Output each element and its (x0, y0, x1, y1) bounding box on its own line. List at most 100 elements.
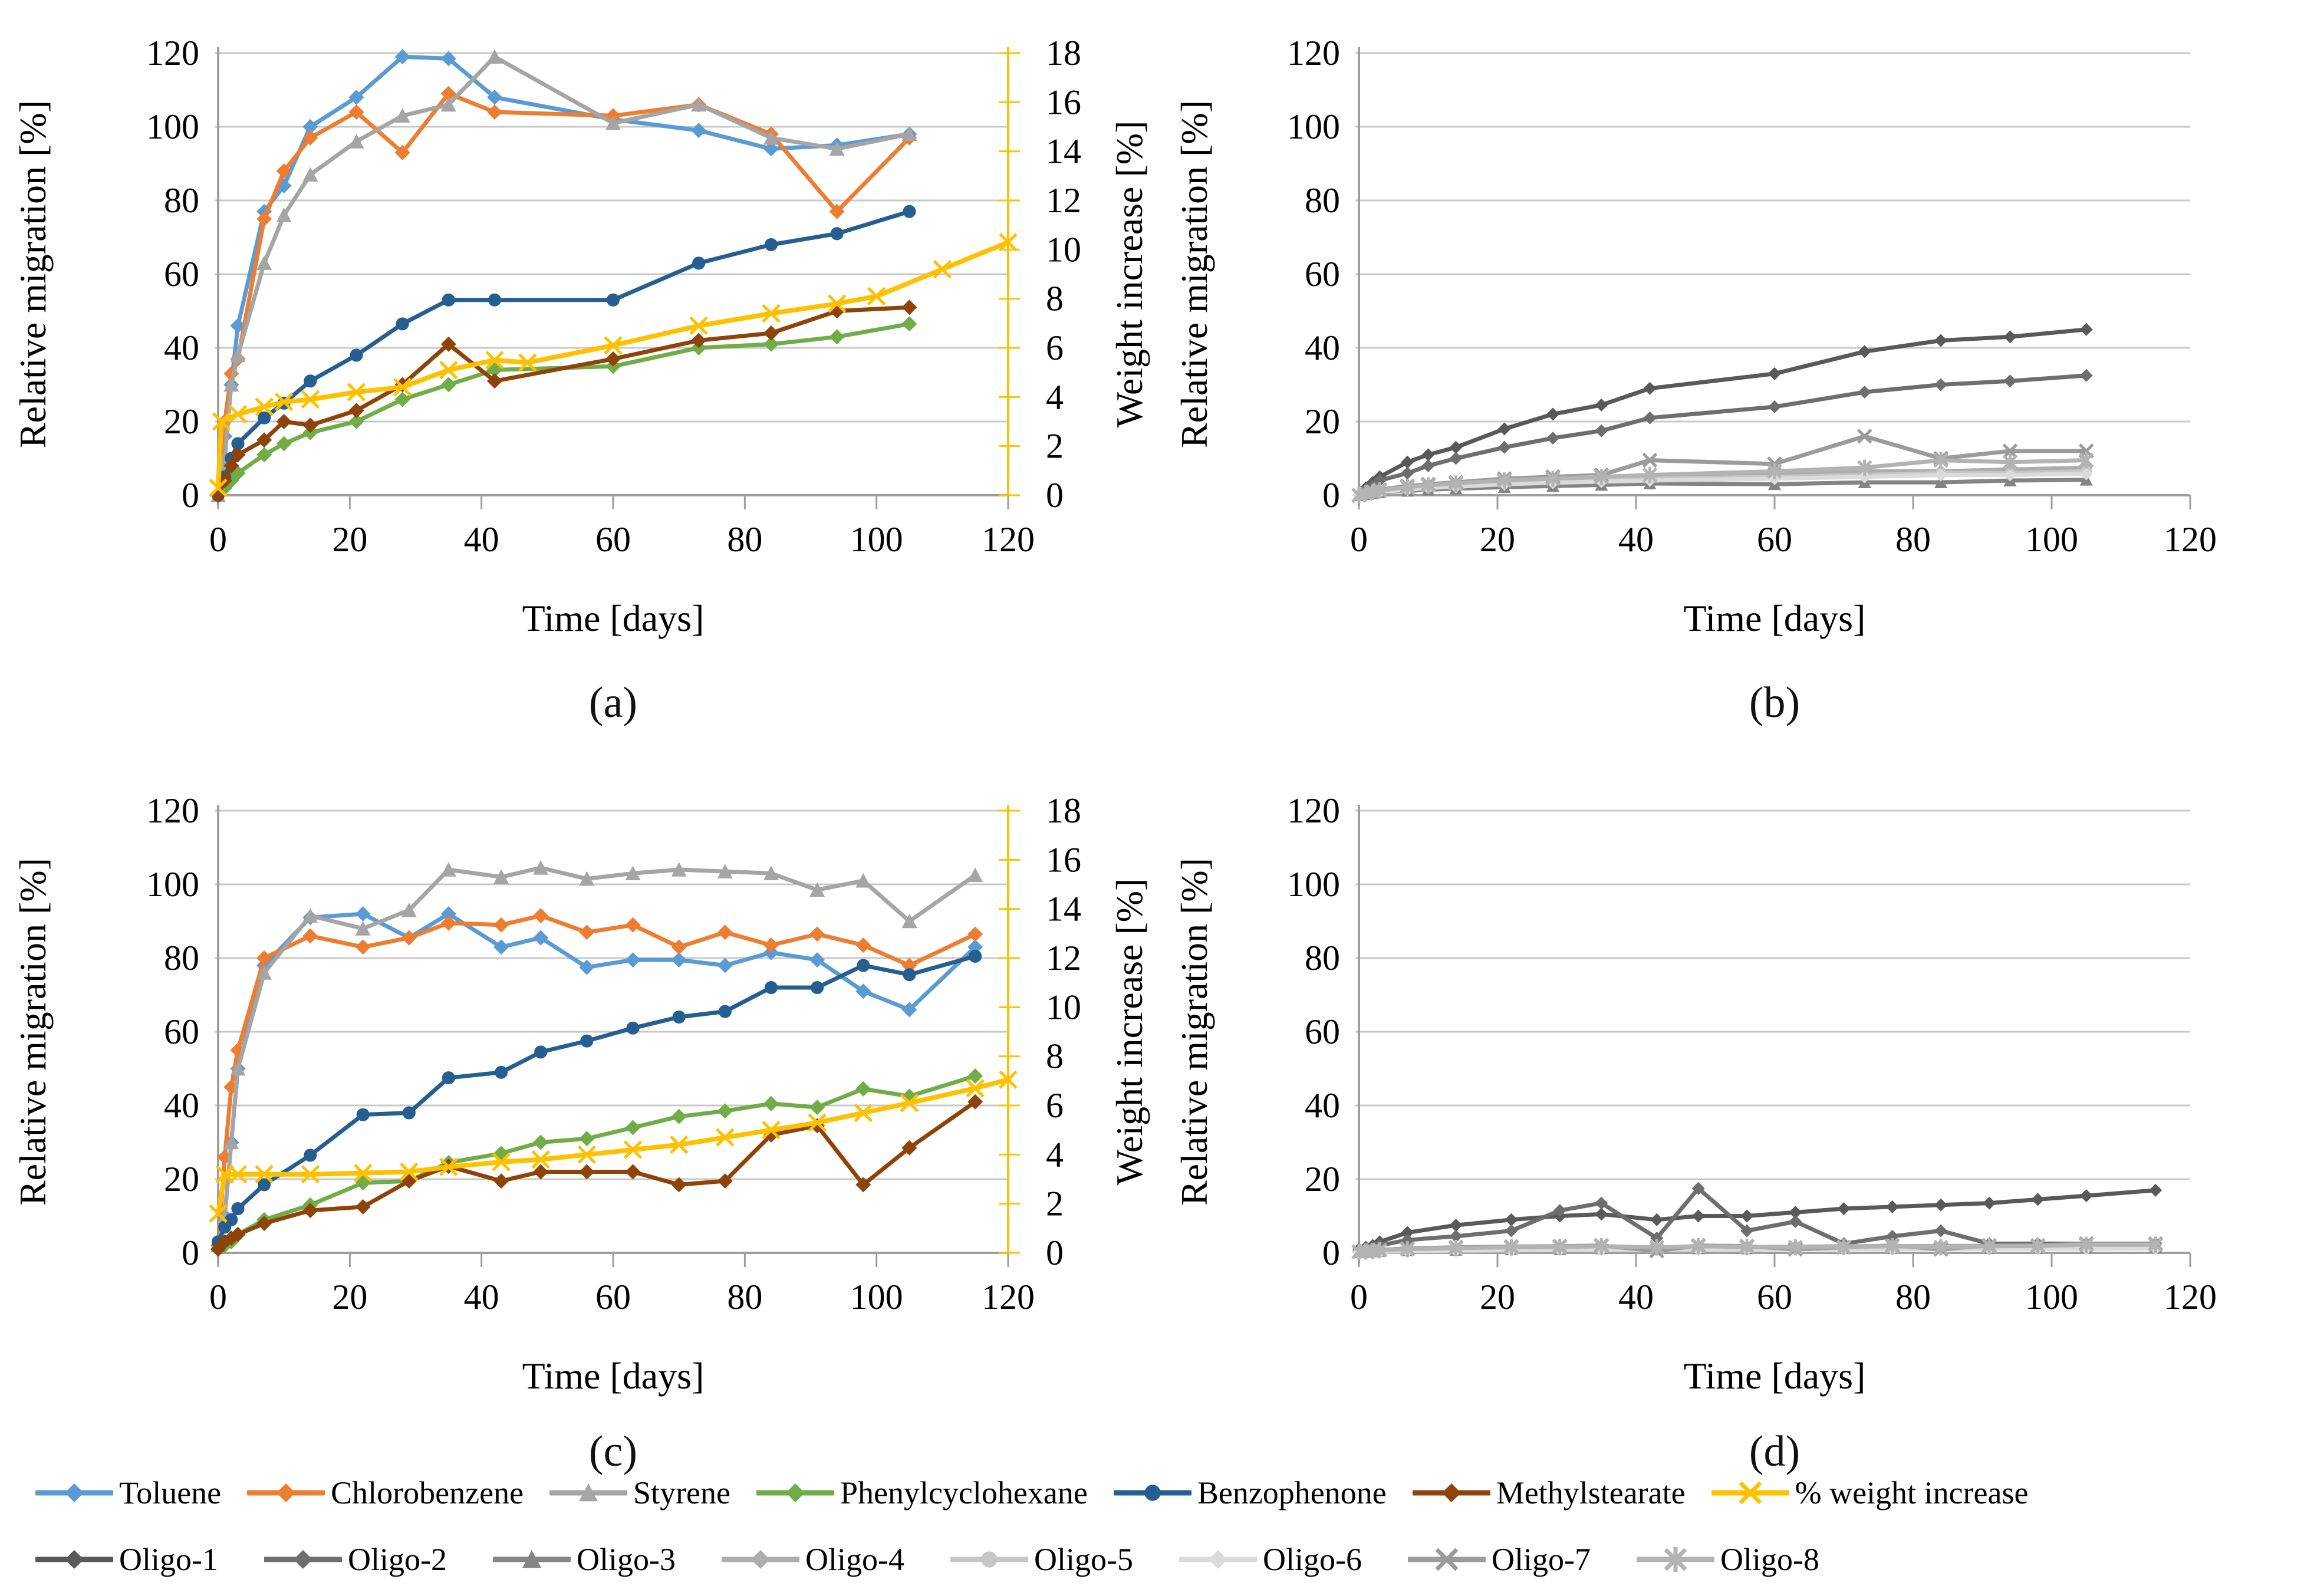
series-chlorobenzene (210, 908, 983, 1253)
legend-item-label: Oligo-7 (1492, 1542, 1591, 1577)
legend-item-oligo-5: Oligo-5 (950, 1544, 1133, 1575)
x-tick-label: 120 (982, 1278, 1035, 1317)
right-tick-label: 6 (1046, 328, 1064, 367)
x-tick-label: 20 (1480, 1278, 1515, 1317)
right-y-axis-title: Weight increase [%] (1108, 878, 1150, 1186)
legend-marker-icon (1408, 1548, 1486, 1571)
y-tick-label: 120 (1287, 34, 1340, 73)
legend-marker-icon (950, 1551, 1028, 1568)
y-tick-label: 80 (164, 939, 199, 978)
x-tick-label: 0 (1350, 1278, 1368, 1317)
legend-marker-icon (1412, 1483, 1490, 1502)
series-styrene (210, 49, 917, 502)
legend-item-styrene: Styrene (549, 1477, 730, 1509)
y-tick-label: 40 (164, 1086, 199, 1125)
legend-item-oligo-4: Oligo-4 (722, 1544, 904, 1575)
series-methylstearate (210, 300, 917, 503)
y-tick-label: 40 (1305, 1086, 1340, 1125)
right-tick-label: 12 (1046, 939, 1081, 978)
x-axis-title: Time [days] (522, 1355, 705, 1397)
legend-row-oligomers: Oligo-1 Oligo-2 Oligo-3 Oligo-4 Oligo-5 Oligo… (35, 1544, 1819, 1575)
legend-item-label: Oligo-6 (1263, 1542, 1362, 1577)
right-y-axis-title: Weight increase [%] (1108, 121, 1150, 428)
y-tick-label: 120 (146, 791, 199, 830)
x-tick-label: 40 (464, 1278, 499, 1317)
y-tick-label: 20 (164, 402, 199, 441)
legend-marker-icon (264, 1550, 342, 1569)
legend-marker-icon (1711, 1481, 1789, 1505)
series-oligo-8 (1351, 1236, 2164, 1260)
y-tick-label: 100 (146, 865, 199, 904)
chart-c-canvas: 0 20 40 60 80 100 120 0 20 40 60 80 100 120 0 2 4 6 8 10 12 1… (12, 791, 1150, 1397)
x-tick-label: 80 (1895, 520, 1931, 559)
y-tick-label: 80 (1305, 181, 1340, 220)
chart-a-canvas: 0 20 40 60 80 100 120 0 20 40 60 80 100 120 0 2 4 6 8 10 12 1… (12, 34, 1150, 639)
y-tick-label: 40 (164, 328, 199, 367)
legend-item-oligo-1: Oligo-1 (35, 1544, 218, 1575)
series-toluene (210, 49, 917, 503)
panel-label-d: (d) (1749, 1427, 1800, 1476)
x-tick-label: 80 (1895, 1278, 1931, 1317)
legend-item-oligo-8: Oligo-8 (1637, 1544, 1819, 1575)
y-tick-label: 80 (1305, 939, 1340, 978)
y-tick-label: 60 (164, 1012, 199, 1051)
x-tick-label: 120 (982, 520, 1035, 559)
chart-panel-a: 0 20 40 60 80 100 120 0 20 40 60 80 100 120 0 2 4 6 8 10 12 1… (9, 3, 1164, 672)
legend-item-oligo-7: Oligo-7 (1408, 1544, 1591, 1575)
right-tick-label: 8 (1046, 1037, 1064, 1076)
legend-item-label: Methylstearate (1496, 1475, 1686, 1511)
right-tick-label: 14 (1046, 132, 1081, 171)
x-axis-title: Time [days] (1684, 597, 1866, 639)
legend-row-compounds: Toluene Chlorobenzene Styrene Phenylcyclohe… (35, 1477, 2028, 1509)
y-tick-label: 80 (164, 181, 199, 220)
legend-item-oligo-6: Oligo-6 (1179, 1544, 1362, 1575)
right-tick-label: 16 (1046, 83, 1081, 121)
right-tick-label: 8 (1046, 279, 1064, 318)
legend-item-label: % weight increase (1795, 1475, 2029, 1511)
x-tick-label: 0 (209, 520, 227, 559)
legend-item-benzophenone: Benzophenone (1113, 1477, 1387, 1509)
x-tick-label: 40 (1618, 520, 1654, 559)
x-tick-label: 0 (1350, 520, 1368, 559)
legend-marker-icon (493, 1550, 571, 1568)
right-tick-label: 4 (1046, 1135, 1064, 1174)
legend-marker-icon (35, 1483, 113, 1502)
x-tick-label: 60 (1757, 1278, 1792, 1317)
right-tick-label: 2 (1046, 427, 1064, 466)
right-tick-label: 10 (1046, 988, 1081, 1026)
legend-marker-icon (1113, 1485, 1191, 1501)
y-tick-label: 60 (1305, 1012, 1340, 1051)
panel-label-a: (a) (588, 679, 638, 727)
chart-panel-c: 0 20 40 60 80 100 120 0 20 40 60 80 100 120 0 2 4 6 8 10 12 1… (9, 761, 1164, 1430)
legend-item-toluene: Toluene (35, 1477, 221, 1509)
y-tick-label: 0 (1322, 1233, 1340, 1272)
y-tick-label: 0 (182, 476, 199, 515)
legend-item-phenylcyclohexane: Phenylcyclohexane (756, 1477, 1088, 1509)
x-tick-label: 60 (595, 1278, 631, 1317)
y-tick-label: 60 (1305, 255, 1340, 294)
y-tick-label: 100 (146, 107, 199, 146)
legend-marker-icon (247, 1483, 325, 1502)
x-tick-label: 20 (332, 1278, 367, 1317)
y-axis-title: Relative migration [%] (12, 858, 54, 1206)
panel-label-c: (c) (588, 1427, 638, 1476)
x-tick-label: 80 (727, 520, 762, 559)
panel-label-b: (b) (1749, 679, 1800, 727)
x-tick-label: 40 (1618, 1278, 1654, 1317)
y-tick-label: 120 (1287, 791, 1340, 830)
x-tick-label: 60 (1757, 520, 1792, 559)
x-tick-label: 100 (2025, 1278, 2078, 1317)
x-axis-title: Time [days] (1684, 1355, 1866, 1397)
series-oligo-7 (1351, 429, 2094, 503)
legend-item-methylstearate: Methylstearate (1412, 1475, 1686, 1511)
x-tick-label: 60 (595, 520, 631, 559)
y-tick-label: 0 (182, 1233, 199, 1272)
legend-marker-icon (1179, 1550, 1257, 1569)
x-tick-label: 120 (2164, 520, 2217, 559)
series-benzophenone (211, 949, 982, 1249)
x-tick-label: 100 (2025, 520, 2078, 559)
legend-item-label: Oligo-4 (805, 1542, 904, 1577)
series-phenylcyclohexane (210, 1068, 983, 1257)
legend-item-oligo-2: Oligo-2 (264, 1544, 447, 1575)
series-phenylcyclohexane (210, 316, 917, 503)
